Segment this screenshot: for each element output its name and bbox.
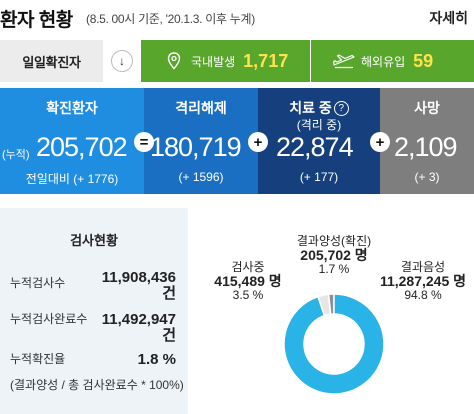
cumulative-tests-label: 누적검사수 bbox=[10, 276, 66, 290]
cumulative-tests-value: 11,908,436 건 bbox=[101, 269, 176, 302]
treatment-sub: (격리 중) bbox=[296, 118, 342, 132]
slice-percent: 3.5 % bbox=[232, 288, 264, 302]
confirmed-value: 205,702 bbox=[36, 132, 128, 162]
confirmed-title: 확진환자 bbox=[46, 100, 98, 116]
plus-icon: + bbox=[370, 132, 390, 152]
slice-label-testing: 검사중 415,489 명 3.5 % bbox=[210, 260, 286, 302]
released-title: 격리해제 bbox=[175, 100, 227, 116]
test-status-title: 검사현황 bbox=[70, 233, 118, 248]
domestic-value: 1,717 bbox=[243, 50, 289, 71]
treatment-card: 치료 중? (격리 중) 22,874 (+ 177) bbox=[258, 88, 380, 194]
overseas-value: 59 bbox=[413, 50, 434, 71]
detail-link[interactable]: 자세히 bbox=[429, 10, 468, 26]
treatment-title: 치료 중? bbox=[258, 98, 380, 118]
cumulative-tests-row: 누적검사수 11,908,436 건 bbox=[10, 269, 182, 302]
slice-name: 결과양성(확진) bbox=[296, 234, 372, 248]
page-subtitle: (8.5. 00시 기준, '20.1.3. 이후 누계) bbox=[86, 12, 255, 26]
confirmed-change: 전일대비 (+ 1776) bbox=[25, 172, 119, 186]
death-card: 사망 2,109 (+ 3) bbox=[380, 88, 474, 194]
positive-rate-row: 누적확진율 1.8 % bbox=[10, 352, 182, 370]
treatment-value: 22,874 bbox=[276, 132, 354, 162]
death-title: 사망 bbox=[414, 100, 440, 116]
slice-label-positive: 결과양성(확진) 205,702 명 1.7 % bbox=[286, 234, 382, 276]
question-icon[interactable]: ? bbox=[333, 101, 349, 116]
confirmed-card: 확진환자 (누적) 205,702 전일대비 (+ 1776) bbox=[0, 88, 144, 194]
positive-rate-label: 누적확진율 bbox=[10, 352, 66, 366]
released-value: 180,719 bbox=[150, 132, 242, 162]
death-value: 2,109 bbox=[394, 132, 458, 162]
test-status-panel: 검사현황 누적검사수 11,908,436 건 누적검사완료수 11,492,9… bbox=[0, 208, 188, 414]
released-card: 격리해제 180,719 (+ 1596) bbox=[144, 88, 258, 194]
death-change: (+ 3) bbox=[414, 170, 440, 184]
daily-confirmed-row: 일일확진자 ↓ 국내발생 1,717 해외유입 59 bbox=[0, 40, 474, 82]
treatment-title-text: 치료 중 bbox=[289, 100, 332, 116]
slice-label-negative: 결과음성 11,287,245 명 94.8 % bbox=[376, 260, 470, 302]
down-arrow-icon: ↓ bbox=[111, 50, 133, 72]
positive-rate-value: 1.8 % bbox=[137, 351, 176, 368]
page-title: 환자 현황 bbox=[0, 10, 73, 31]
positive-rate-note: (결과양성 / 총 검사완료수 * 100%) bbox=[10, 378, 184, 392]
donut-chart bbox=[283, 293, 385, 395]
slice-value: 205,702 명 bbox=[300, 247, 368, 263]
slice-name: 검사중 bbox=[231, 260, 265, 274]
donut-slice-negative bbox=[283, 293, 385, 395]
confirmed-prefix: (누적) bbox=[2, 149, 30, 161]
slice-value: 415,489 명 bbox=[214, 273, 282, 289]
daily-confirmed-label: 일일확진자 bbox=[0, 40, 103, 82]
airplane-icon bbox=[333, 53, 355, 69]
completed-tests-label: 누적검사완료수 bbox=[10, 312, 88, 326]
header: 환자 현황 (8.5. 00시 기준, '20.1.3. 이후 누계) 자세히 bbox=[0, 0, 474, 36]
domestic-label: 국내발생 bbox=[191, 54, 236, 69]
down-arrow-button[interactable]: ↓ bbox=[103, 40, 141, 82]
test-result-chart: 검사중 415,489 명 3.5 % 결과양성(확진) 205,702 명 1… bbox=[190, 208, 474, 414]
equals-icon: = bbox=[134, 132, 154, 152]
domestic-box: 국내발생 1,717 bbox=[141, 40, 310, 82]
treatment-change: (+ 177) bbox=[299, 170, 339, 184]
overseas-box: 해외유입 59 bbox=[311, 40, 474, 82]
slice-value: 11,287,245 명 bbox=[379, 273, 467, 289]
completed-tests-row: 누적검사완료수 11,492,947 건 bbox=[10, 312, 182, 344]
location-pin-icon bbox=[163, 52, 185, 70]
completed-tests-value: 11,492,947 건 bbox=[101, 311, 176, 344]
slice-name: 결과음성 bbox=[400, 260, 446, 274]
slice-percent: 94.8 % bbox=[404, 288, 442, 302]
plus-icon: + bbox=[248, 132, 268, 152]
overseas-label: 해외유입 bbox=[361, 54, 406, 69]
slice-percent: 1.7 % bbox=[318, 262, 350, 276]
released-change: (+ 1596) bbox=[178, 170, 224, 184]
stats-cards: 확진환자 (누적) 205,702 전일대비 (+ 1776) 격리해제 180… bbox=[0, 88, 474, 194]
